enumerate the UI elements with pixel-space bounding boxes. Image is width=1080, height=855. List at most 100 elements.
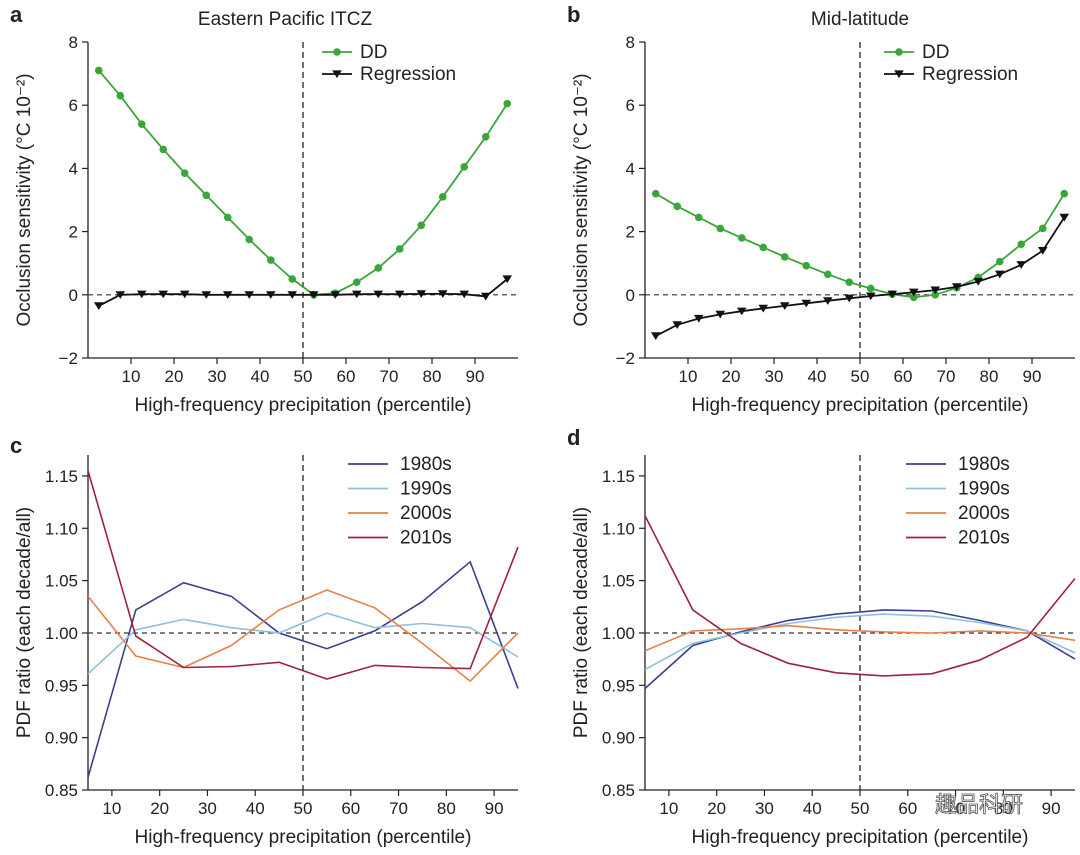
y-tick-label: 2 [69, 223, 78, 242]
x-tick-label: 90 [485, 799, 504, 818]
series-line-regression [655, 216, 1066, 337]
x-tick-label: 40 [808, 367, 827, 386]
data-point-regression [437, 290, 448, 298]
x-tick-label: 30 [755, 799, 774, 818]
legend-label-2010s: 2010s [958, 528, 1010, 549]
data-point-dd [417, 221, 426, 230]
x-tick-label: 60 [337, 367, 356, 386]
panel-a: a Eastern Pacific ITCZ −2 0 2 4 6 8 10 20 30 40 50 60… [10, 2, 518, 416]
y-tick-label: 8 [626, 33, 635, 52]
data-point-regression [394, 290, 405, 299]
data-point-dd [94, 66, 103, 75]
data-point-dd [995, 257, 1004, 266]
x-tick-label: 70 [380, 367, 399, 386]
data-point-dd [1038, 224, 1047, 233]
legend-marker-dd [895, 48, 903, 56]
data-point-dd [266, 256, 275, 264]
y-axis-label: Occlusion sensitivity (°C 10⁻²) [14, 73, 35, 326]
data-point-regression [179, 290, 190, 299]
x-axis-label: High-frequency precipitation (percentile… [692, 395, 1029, 416]
data-point-dd [651, 189, 660, 198]
x-tick-label: 40 [251, 367, 270, 386]
y-tick-label: 0.95 [45, 676, 78, 695]
chart-title: Mid-latitude [811, 9, 909, 30]
legend-label-1980s: 1980s [958, 454, 1010, 475]
series-line-1990s [87, 612, 519, 675]
series-line-1980s [87, 560, 519, 778]
data-point-regression [844, 294, 855, 303]
x-tick-label: 70 [946, 799, 965, 818]
data-point-regression [822, 297, 833, 305]
y-tick-label: 4 [69, 159, 78, 178]
legend-label-1980s: 1980s [400, 454, 452, 475]
data-point-dd [737, 234, 746, 242]
y-axis-label: PDF ratio (each decade/all) [571, 507, 592, 738]
x-tick-label: 50 [851, 367, 870, 386]
data-point-regression [136, 290, 147, 299]
x-tick-label: 80 [423, 367, 442, 386]
legend-label-regression: Regression [360, 64, 456, 85]
y-tick-label: 6 [69, 96, 78, 115]
x-tick-label: 60 [341, 799, 360, 818]
x-tick-label: 90 [1042, 799, 1061, 818]
data-point-regression [480, 292, 491, 301]
data-point-regression [459, 290, 470, 299]
y-tick-label: 1.10 [45, 519, 78, 538]
y-tick-label: 0 [626, 286, 635, 305]
data-point-regression [779, 302, 790, 310]
y-tick-label: 1.00 [45, 624, 78, 643]
data-point-regression [715, 310, 726, 319]
x-tick-label: 70 [937, 367, 956, 386]
data-point-regression [951, 283, 962, 291]
x-tick-label: 90 [466, 367, 485, 386]
x-tick-label: 80 [994, 799, 1013, 818]
series-line-2010s [87, 470, 519, 680]
data-point-dd [460, 163, 469, 171]
data-point-regression [287, 291, 298, 299]
x-axis-label: High-frequency precipitation (percentile… [692, 827, 1029, 848]
data-point-regression [887, 290, 898, 299]
panel-c: c 0.85 0.90 0.95 1.00 1.05 1.10 1.15 10 20 30 40 50 6… [10, 433, 519, 848]
data-point-dd [823, 270, 832, 279]
data-point-dd [202, 191, 211, 200]
data-point-regression [693, 314, 704, 323]
x-tick-label: 40 [246, 799, 265, 818]
data-point-regression [758, 304, 769, 313]
x-tick-label: 60 [898, 799, 917, 818]
x-tick-label: 10 [102, 799, 121, 818]
data-point-dd [116, 91, 125, 100]
x-tick-label: 30 [765, 367, 784, 386]
x-tick-label: 60 [894, 367, 913, 386]
data-point-regression [222, 291, 233, 299]
x-tick-label: 50 [294, 799, 313, 818]
data-point-regression [908, 288, 919, 297]
x-tick-label: 10 [659, 799, 678, 818]
data-point-regression [1037, 246, 1048, 255]
series-line-1990s [644, 613, 1076, 671]
legend-label-dd: DD [922, 42, 949, 63]
data-point-regression [994, 270, 1005, 279]
data-point-regression [672, 321, 683, 329]
data-point-regression [1059, 213, 1070, 222]
y-tick-label: 1.15 [602, 467, 635, 486]
panel-b: b Mid-latitude −2 0 2 4 6 8 10 20 30 40 50 60 70 80 90 Hi… [567, 2, 1075, 416]
data-point-regression [736, 307, 747, 316]
data-point-regression [158, 290, 169, 299]
data-point-regression [373, 290, 384, 299]
data-point-regression [865, 292, 876, 301]
x-tick-label: 90 [1023, 367, 1042, 386]
y-tick-label: 6 [626, 96, 635, 115]
panel-letter: a [10, 2, 23, 27]
data-point-dd [1017, 240, 1026, 249]
y-axis-label: PDF ratio (each decade/all) [14, 507, 35, 738]
x-tick-label: 70 [389, 799, 408, 818]
y-tick-label: 0.95 [602, 676, 635, 695]
x-tick-label: 50 [851, 799, 870, 818]
x-axis-label: High-frequency precipitation (percentile… [135, 395, 472, 416]
x-tick-label: 20 [707, 799, 726, 818]
legend-label-1990s: 1990s [400, 479, 452, 500]
y-tick-label: −2 [616, 349, 635, 368]
legend-marker-regression [894, 70, 904, 79]
y-tick-label: 0.90 [602, 729, 635, 748]
